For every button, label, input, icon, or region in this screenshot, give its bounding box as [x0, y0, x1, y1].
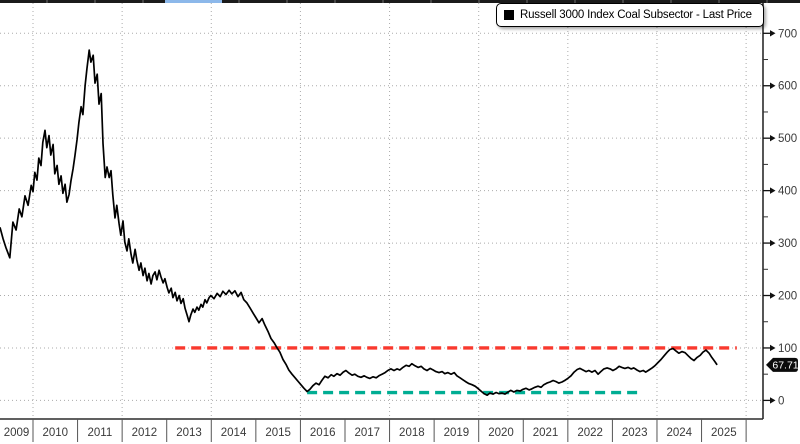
top-toolbar-sliver — [0, 0, 800, 3]
y-axis-label: 700 — [778, 28, 797, 40]
x-axis-label: 2023 — [622, 427, 648, 439]
x-axis-label: 2024 — [666, 427, 692, 439]
y-axis-label: 500 — [778, 133, 797, 145]
x-axis-label: 2014 — [221, 427, 247, 439]
price-line[interactable] — [0, 49, 718, 397]
y-tick-arrow-icon — [770, 82, 776, 89]
x-axis-label: 2022 — [577, 427, 603, 439]
x-axis-label: 2011 — [87, 427, 112, 439]
y-axis-label: 200 — [778, 291, 797, 303]
x-axis-label: 2018 — [399, 427, 425, 439]
x-axis-label: 2013 — [176, 427, 202, 439]
last-price-badge: 67.71 — [766, 357, 799, 372]
toolbar-accent-segment — [165, 0, 222, 3]
x-axis-label: 2012 — [132, 427, 158, 439]
y-tick-arrow-icon — [770, 187, 776, 194]
x-axis-label: 2010 — [42, 427, 68, 439]
y-tick-arrow-icon — [770, 239, 776, 247]
y-tick-arrow-icon — [770, 134, 776, 142]
x-axis-label: 2019 — [444, 427, 470, 439]
y-axis-label: 600 — [778, 81, 797, 93]
x-axis-label: 2016 — [310, 427, 336, 439]
y-axis-label: 300 — [778, 238, 797, 250]
legend-series-square-icon — [504, 10, 514, 20]
last-price-value: 67.71 — [772, 359, 798, 371]
y-tick-arrow-icon — [770, 292, 776, 299]
y-axis-label: 400 — [778, 186, 797, 198]
x-axis-label: 2017 — [354, 427, 380, 439]
x-axis-label: 2025 — [711, 427, 737, 439]
y-tick-arrow-icon — [770, 397, 776, 404]
legend[interactable]: Russell 3000 Index Coal Subsector - Last… — [496, 3, 764, 27]
x-axis-label: 2015 — [265, 427, 291, 439]
x-axis-label: 2021 — [533, 427, 559, 439]
y-tick-arrow-icon — [770, 344, 776, 352]
legend-series-label: Russell 3000 Index Coal Subsector - Last… — [520, 9, 752, 21]
y-axis-label: 0 — [778, 395, 784, 407]
x-axis-label: 2009 — [4, 427, 30, 439]
y-tick-arrow-icon — [770, 30, 776, 37]
y-axis-label: 100 — [778, 343, 797, 355]
x-axis-label: 2020 — [488, 427, 514, 439]
